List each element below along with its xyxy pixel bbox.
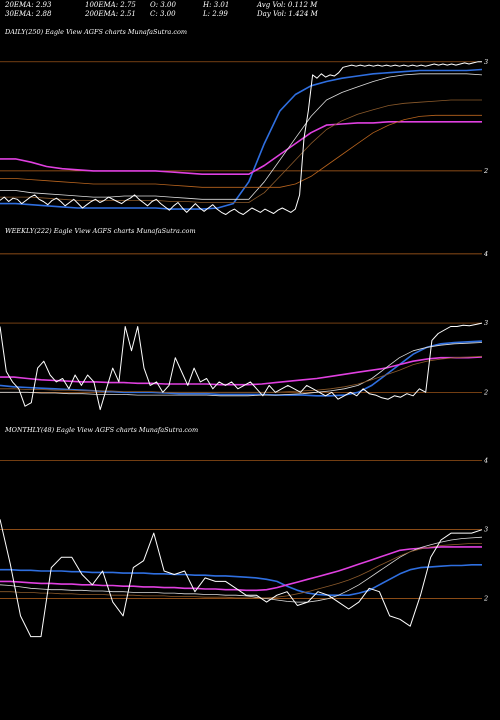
- daily-series-ema-orange: [0, 114, 482, 188]
- weekly-ytick-label: 4: [483, 250, 488, 258]
- high-value: H: 3.01: [203, 1, 230, 9]
- monthly-series-price: [0, 519, 483, 638]
- daily-panel-label: DAILY(250) Eagle View AGFS charts Munafa…: [5, 28, 188, 36]
- ema30-value: 30EMA: 2.88: [5, 10, 52, 18]
- daily-series-ema-white: [0, 73, 483, 200]
- weekly-series-ema-brown: [0, 355, 483, 393]
- ema20-value: 20EMA: 2.93: [5, 1, 52, 9]
- low-value: L: 2.99: [203, 10, 228, 18]
- daily-chart-panel: 32: [0, 58, 488, 215]
- monthly-series-ema-white: [0, 536, 483, 603]
- ema100-value: 100EMA: 2.75: [85, 1, 136, 9]
- weekly-ytick-label: 2: [483, 388, 488, 396]
- ema200-value: 200EMA: 2.51: [85, 10, 136, 18]
- daily-series-ema-brown: [0, 99, 482, 203]
- weekly-series-ema-magenta: [0, 356, 483, 386]
- daily-ytick-label: 2: [483, 167, 488, 175]
- monthly-series-ema-magenta: [0, 546, 482, 592]
- daily-series-ema-magenta: [0, 121, 482, 175]
- weekly-chart-panel: 4 3 2: [0, 250, 488, 411]
- weekly-ytick-label: 3: [484, 319, 488, 327]
- daily-ytick-label: 3: [484, 58, 488, 66]
- daily-series-price: [0, 61, 482, 215]
- weekly-panel-label: WEEKLY(222) Eagle View AGFS charts Munaf…: [5, 227, 196, 235]
- monthly-ytick-label: 2: [483, 595, 488, 603]
- monthly-chart-panel: 4 3 2: [0, 457, 488, 638]
- open-value: O: 3.00: [150, 1, 176, 9]
- weekly-series-ema-white: [0, 342, 483, 397]
- daily-series-ema-blue: [0, 68, 483, 210]
- weekly-series-ema-blue: [0, 340, 483, 397]
- close-value: C: 3.00: [150, 10, 176, 18]
- avg-vol-value: Avg Vol: 0.112 M: [257, 1, 318, 9]
- monthly-ytick-label: 3: [484, 526, 488, 534]
- day-vol-value: Day Vol: 1.424 M: [257, 10, 318, 18]
- monthly-series-ema-brown: [0, 543, 482, 599]
- monthly-ytick-label: 4: [483, 457, 488, 465]
- weekly-series-price: [0, 322, 483, 411]
- monthly-panel-label: MONTHLY(48) Eagle View AGFS charts Munaf…: [5, 426, 199, 434]
